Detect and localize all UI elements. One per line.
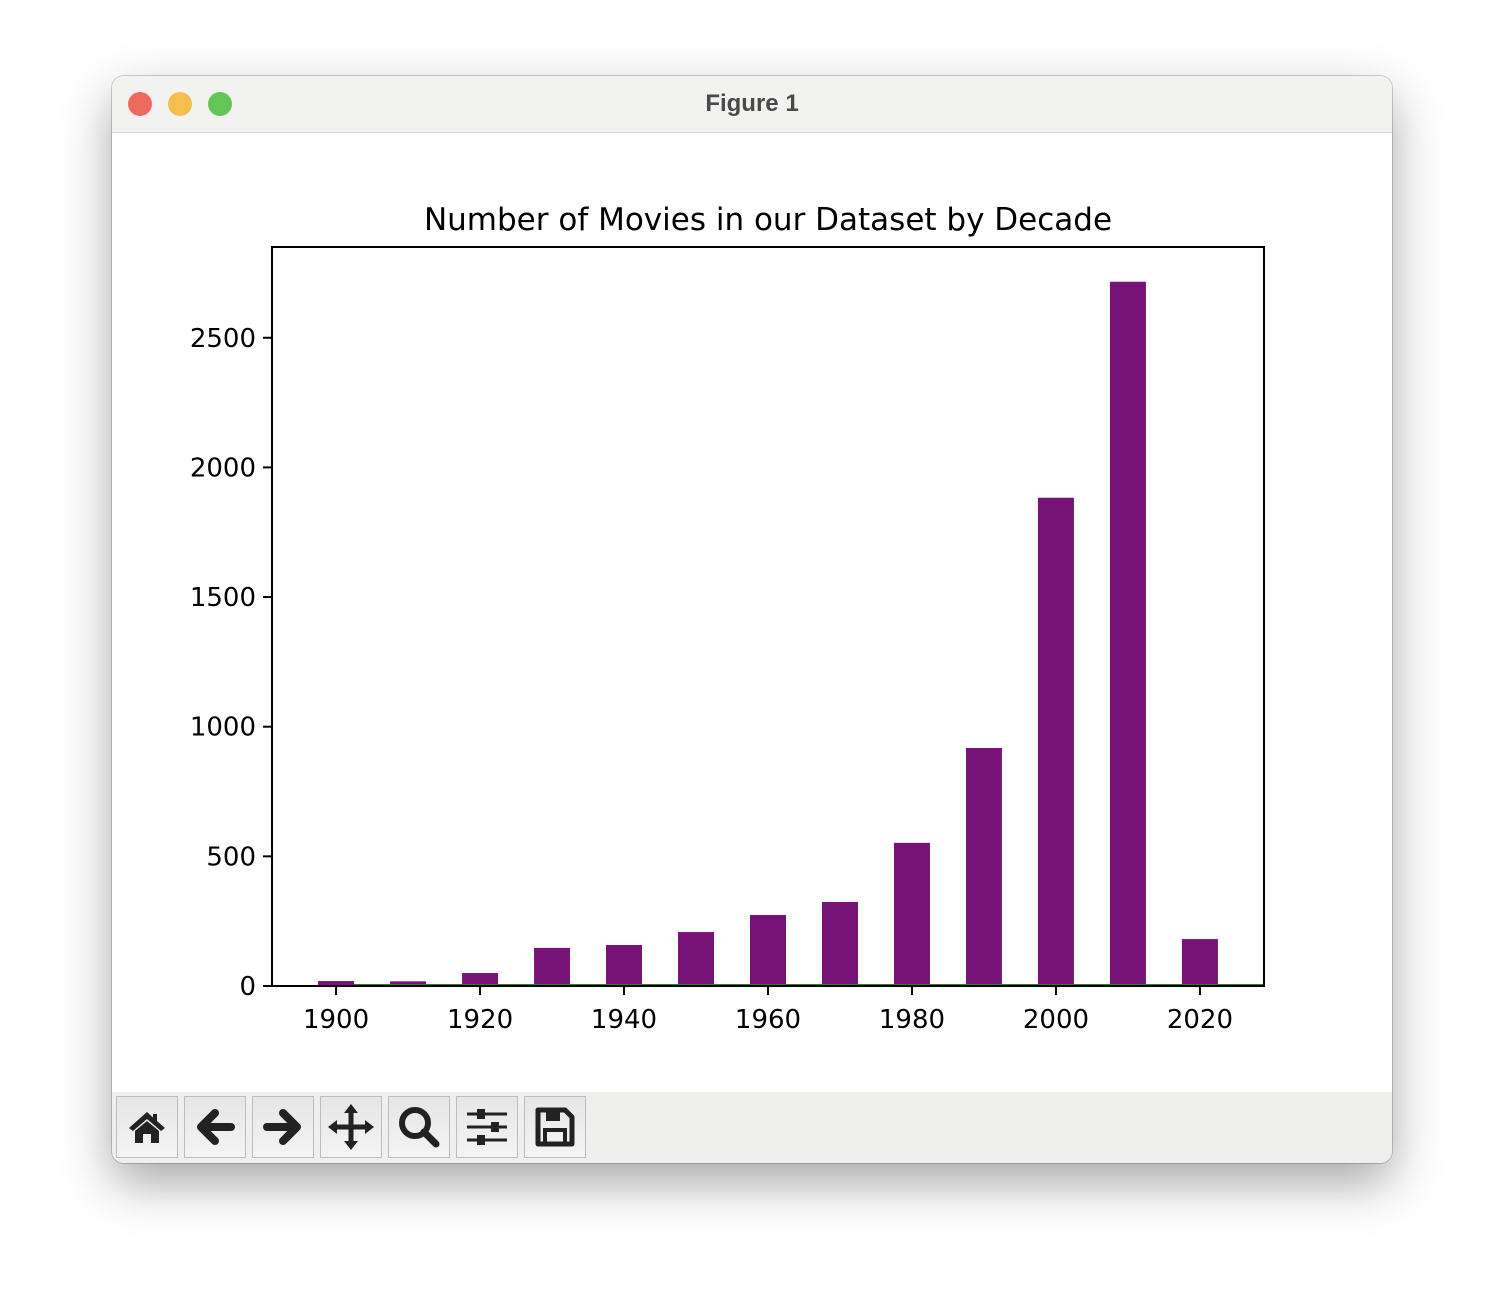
y-tick-label: 1500 [190,583,256,613]
forward-button[interactable] [252,1096,314,1158]
minimize-button[interactable] [168,92,192,116]
zoom-button[interactable] [388,1096,450,1158]
chart-title: Number of Movies in our Dataset by Decad… [424,202,1112,238]
figure-window: Figure 1 Number of Movies in our Dataset… [112,76,1392,1163]
bar-1970 [821,901,858,986]
x-tick-label: 1900 [303,1005,369,1035]
home-icon [129,1112,165,1143]
bar-1990 [965,747,1002,986]
magnifier-icon [399,1107,440,1148]
bar-1950 [678,932,715,986]
zoom-window-button[interactable] [208,92,232,116]
y-tick-label: 0 [239,972,256,1002]
y-tick-label: 2000 [190,453,256,483]
arrow-left-icon [197,1109,235,1145]
sliders-icon [467,1109,507,1145]
bar-1980 [893,842,930,986]
bar-2020 [1181,939,1218,986]
bar-1930 [534,947,571,986]
save-button[interactable] [524,1096,586,1158]
bar-1920 [462,973,499,986]
configure-subplots-button[interactable] [456,1096,518,1158]
bar-1910 [390,981,427,986]
x-tick-label: 1960 [735,1005,801,1035]
window-title: Figure 1 [705,90,799,117]
bar-2000 [1037,497,1074,986]
bar-2010 [1109,281,1146,986]
x-tick-label: 2000 [1023,1005,1089,1035]
x-tick-label: 2020 [1167,1005,1233,1035]
x-tick-label: 1920 [447,1005,513,1035]
pan-button[interactable] [320,1096,382,1158]
bar-1960 [750,914,786,986]
close-button[interactable] [128,92,152,116]
arrow-right-icon [263,1109,301,1145]
floppy-disk-icon [535,1107,575,1147]
chart: Number of Movies in our Dataset by Decad… [190,202,1265,1035]
plot-frame [271,246,1265,987]
x-tick-label: 1940 [591,1005,657,1035]
title-bar: Figure 1 [112,76,1392,133]
y-tick-label: 1000 [190,713,256,743]
bar-1900 [318,981,355,986]
bar-1940 [606,945,643,986]
y-tick-label: 2500 [190,324,256,354]
y-tick-label: 500 [206,842,256,872]
x-tick-label: 1980 [879,1005,945,1035]
back-button[interactable] [184,1096,246,1158]
move-icon [328,1104,374,1150]
home-button[interactable] [116,1096,178,1158]
navigation-toolbar [112,1092,1392,1163]
